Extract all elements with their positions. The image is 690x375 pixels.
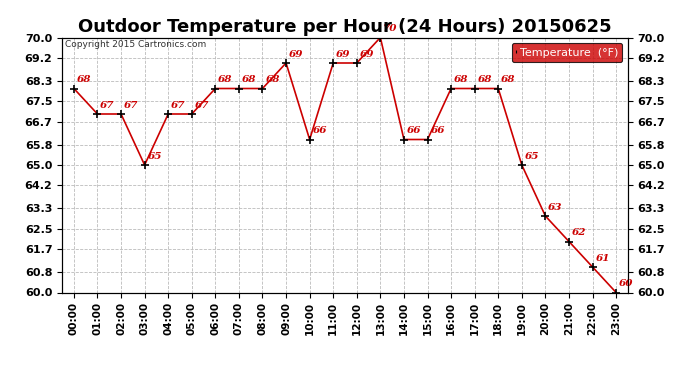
Text: 68: 68: [454, 75, 469, 84]
Text: 67: 67: [171, 101, 186, 110]
Text: 62: 62: [572, 228, 586, 237]
Title: Outdoor Temperature per Hour (24 Hours) 20150625: Outdoor Temperature per Hour (24 Hours) …: [78, 18, 612, 36]
Text: 68: 68: [218, 75, 233, 84]
Text: 63: 63: [548, 203, 562, 212]
Text: 66: 66: [406, 126, 421, 135]
Text: Copyright 2015 Cartronics.com: Copyright 2015 Cartronics.com: [65, 40, 206, 49]
Text: 69: 69: [359, 50, 374, 59]
Text: 66: 66: [313, 126, 327, 135]
Text: 65: 65: [148, 152, 162, 161]
Text: 67: 67: [124, 101, 138, 110]
Text: 65: 65: [524, 152, 539, 161]
Text: 67: 67: [100, 101, 115, 110]
Text: 68: 68: [241, 75, 256, 84]
Text: 67: 67: [195, 101, 209, 110]
Text: 70: 70: [383, 24, 397, 33]
Text: 66: 66: [431, 126, 445, 135]
Text: 68: 68: [477, 75, 492, 84]
Text: 69: 69: [289, 50, 304, 59]
Text: 68: 68: [77, 75, 91, 84]
Text: 68: 68: [501, 75, 515, 84]
Text: 69: 69: [336, 50, 351, 59]
Legend: Temperature  (°F): Temperature (°F): [512, 43, 622, 62]
Text: 68: 68: [265, 75, 279, 84]
Text: 61: 61: [595, 254, 610, 263]
Text: 60: 60: [619, 279, 633, 288]
